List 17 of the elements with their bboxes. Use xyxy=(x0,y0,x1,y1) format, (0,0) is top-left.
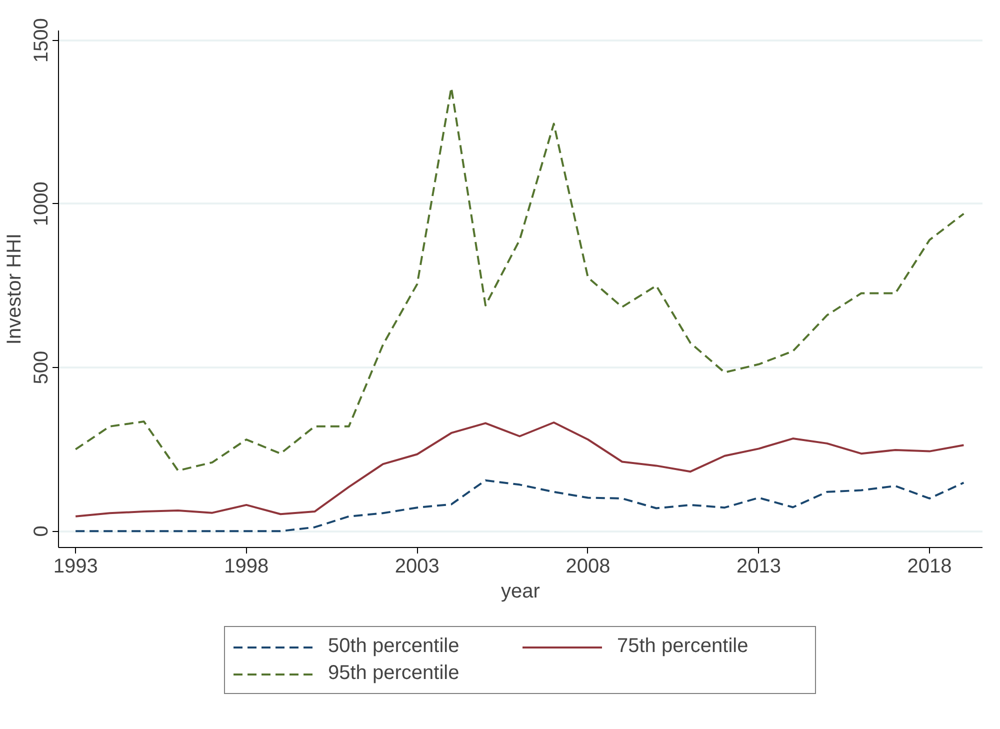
x-tick-label: 1998 xyxy=(224,556,269,578)
y-tick-label: 1000 xyxy=(30,182,52,226)
x-tick-label: 2013 xyxy=(736,556,782,578)
legend-label: 75th percentile xyxy=(617,635,750,658)
x-tick-label: 2018 xyxy=(907,556,952,578)
x-tick-label: 2008 xyxy=(566,556,610,578)
y-tick-label: 0 xyxy=(30,526,52,537)
x-tick-label: 1993 xyxy=(53,556,98,578)
x-axis-title: year xyxy=(501,580,540,602)
legend-label: 95th percentile xyxy=(328,662,460,685)
y-tick-label: 500 xyxy=(30,350,52,384)
legend-label: 50th percentile xyxy=(328,635,460,658)
line-series xyxy=(74,422,965,518)
line-series xyxy=(74,479,965,532)
y-tick-label: 1500 xyxy=(30,18,52,63)
y-axis-title: Investor HHI xyxy=(4,233,26,345)
x-tick-label: 2003 xyxy=(394,556,440,578)
